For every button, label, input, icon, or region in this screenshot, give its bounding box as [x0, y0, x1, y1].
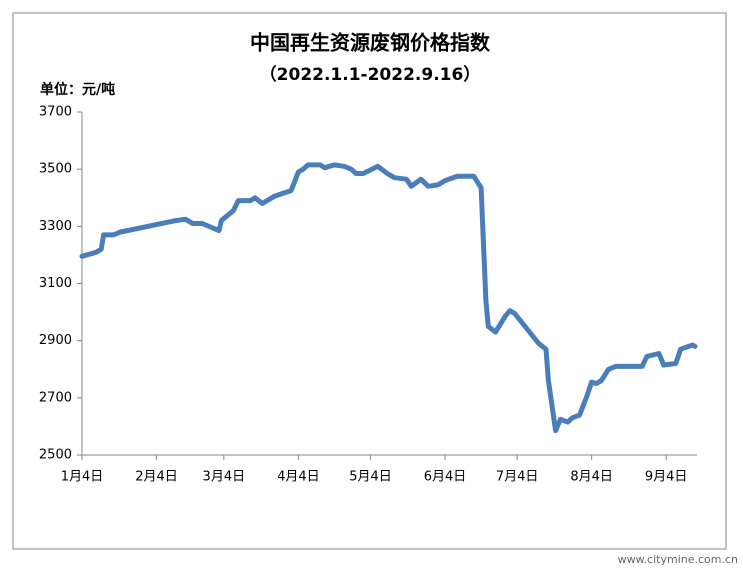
data-line [79, 162, 698, 434]
chart-frame [12, 12, 727, 550]
y-tick-label: 3300 [39, 219, 72, 234]
chart-title: 中国再生资源废钢价格指数 [250, 31, 491, 55]
x-tick-label: 7月4日 [496, 470, 539, 485]
y-tick-label: 2900 [39, 333, 72, 348]
x-tick-label: 5月4日 [349, 470, 392, 485]
x-tick-label: 2月4日 [135, 470, 178, 485]
x-tick-label: 1月4日 [61, 470, 104, 485]
y-tick-label: 2700 [39, 390, 72, 405]
y-tick-label: 3100 [39, 276, 72, 291]
chart-subtitle: （2022.1.1-2022.9.16） [260, 64, 481, 85]
y-tick-label: 3500 [39, 162, 72, 177]
y-axis-label: 单位：元/吨 [40, 81, 115, 98]
y-tick-label: 2500 [39, 448, 72, 463]
x-tick-label: 6月4日 [424, 470, 467, 485]
x-tick-label: 4月4日 [277, 470, 320, 485]
watermark: www.citymine.com.cn [618, 553, 738, 566]
x-tick-label: 8月4日 [570, 470, 613, 485]
y-tick-label: 3700 [39, 105, 72, 120]
x-tick-label: 3月4日 [203, 470, 246, 485]
x-tick-label: 9月4日 [645, 470, 688, 485]
